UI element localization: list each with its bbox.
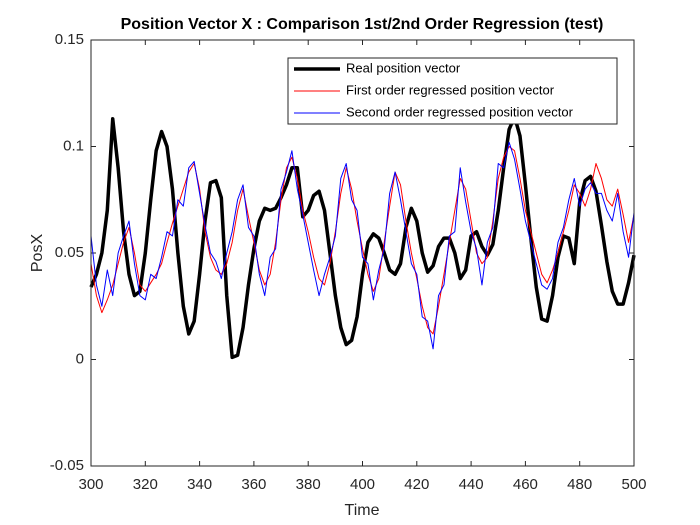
y-tick-label: -0.05 xyxy=(50,457,84,474)
legend-label: Second order regressed position vector xyxy=(346,104,574,119)
x-tick-label: 460 xyxy=(513,476,538,493)
legend-label: First order regressed position vector xyxy=(346,82,555,97)
series-line xyxy=(89,114,636,360)
legend-label: Real position vector xyxy=(346,60,461,75)
chart-title: Position Vector X : Comparison 1st/2nd O… xyxy=(121,16,604,33)
y-tick-label: 0 xyxy=(76,350,84,367)
series-line xyxy=(90,141,635,350)
x-tick-label: 440 xyxy=(459,476,484,493)
y-tick-label: 0.15 xyxy=(55,31,84,48)
x-tick-label: 420 xyxy=(404,476,429,493)
x-tick-label: 400 xyxy=(350,476,375,493)
axes-box xyxy=(90,39,635,467)
x-tick-label: 500 xyxy=(621,476,646,493)
x-tick-label: 340 xyxy=(187,476,212,493)
y-tick-label: 0.1 xyxy=(63,137,84,154)
x-tick-label: 480 xyxy=(567,476,592,493)
x-tick-label: 380 xyxy=(296,476,321,493)
x-axis-label: Time xyxy=(345,502,380,519)
series-line xyxy=(90,146,635,335)
x-tick-label: 360 xyxy=(241,476,266,493)
x-tick-label: 300 xyxy=(78,476,103,493)
y-tick-label: 0.05 xyxy=(55,244,84,261)
legend-box xyxy=(287,57,618,125)
x-tick-label: 320 xyxy=(133,476,158,493)
y-axis-label: PosX xyxy=(29,234,46,273)
